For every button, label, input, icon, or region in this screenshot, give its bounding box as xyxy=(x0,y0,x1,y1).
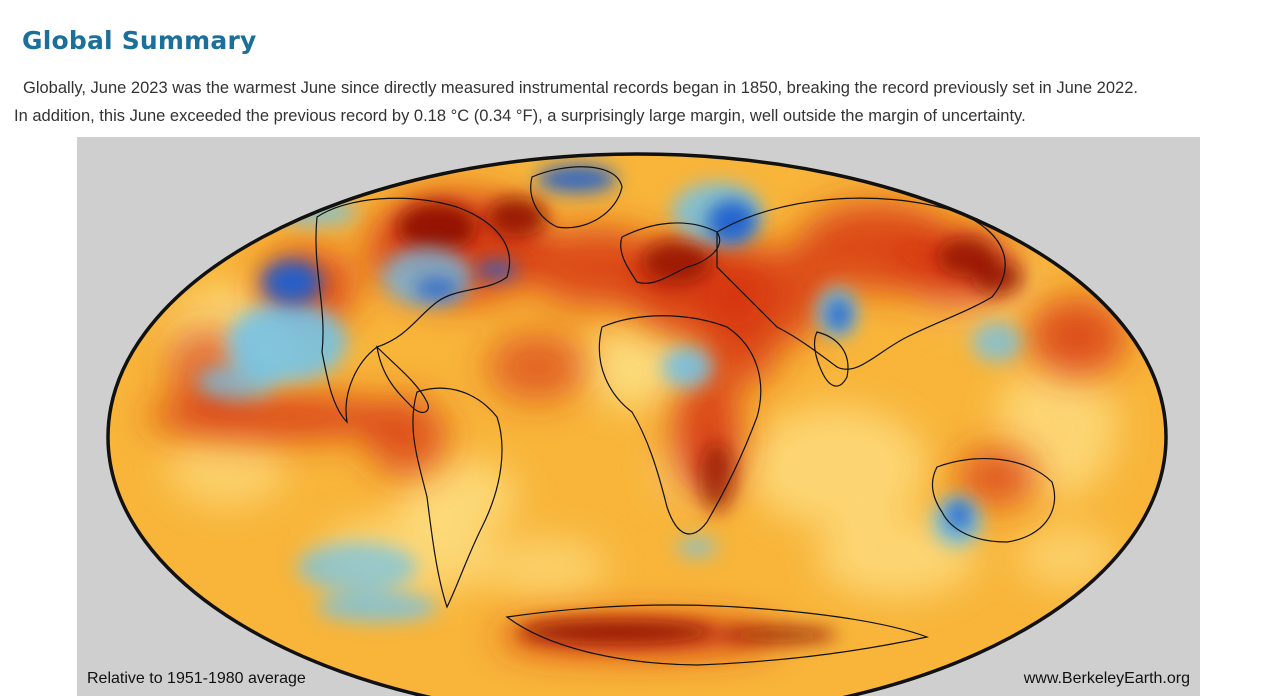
page-title: Global Summary xyxy=(22,26,257,55)
very-hot-region xyxy=(717,627,837,643)
very-hot-region xyxy=(517,620,717,644)
summary-line-2: In addition, this June exceeded the prev… xyxy=(14,107,1026,125)
anomaly-field xyxy=(108,154,1166,696)
cold-region xyxy=(262,260,322,304)
cool-region xyxy=(297,542,417,592)
hot-region xyxy=(1027,297,1127,377)
mild-region xyxy=(577,327,697,407)
cold-region xyxy=(707,200,757,244)
cool-region xyxy=(972,322,1022,362)
hot-region xyxy=(367,397,447,477)
baseline-caption: Relative to 1951-1980 average xyxy=(87,670,306,687)
globe-outline xyxy=(106,152,1168,696)
mild-region xyxy=(167,427,287,507)
cold-region xyxy=(537,165,617,193)
mild-region xyxy=(747,407,927,527)
cool-region xyxy=(197,364,277,400)
cold-region xyxy=(947,500,971,530)
very-hot-region xyxy=(642,240,712,284)
coastlines xyxy=(315,166,1056,666)
very-hot-region xyxy=(397,202,477,252)
very-hot-region xyxy=(972,259,1022,295)
temperature-anomaly-map: Relative to 1951-1980 average www.Berkel… xyxy=(77,137,1200,696)
cold-region xyxy=(477,261,517,279)
very-hot-region xyxy=(699,442,735,512)
hot-region xyxy=(697,327,777,387)
very-hot-region xyxy=(487,197,547,237)
hot-region xyxy=(487,332,587,402)
cold-region xyxy=(415,279,459,299)
cool-region xyxy=(227,302,347,382)
cool-region xyxy=(382,247,472,307)
source-credit: www.BerkeleyEarth.org xyxy=(1023,670,1190,687)
hot-region xyxy=(707,247,827,347)
cool-region xyxy=(317,592,437,622)
cool-region xyxy=(677,537,717,557)
mild-region xyxy=(487,537,607,597)
summary-line-1: Globally, June 2023 was the warmest June… xyxy=(23,79,1138,97)
mild-region xyxy=(1017,527,1117,587)
cold-region xyxy=(827,299,851,331)
hot-region xyxy=(957,447,1037,507)
summary-paragraph: Globally, June 2023 was the warmest June… xyxy=(14,74,1274,130)
cool-region xyxy=(662,347,712,387)
map-graphic xyxy=(106,152,1168,696)
